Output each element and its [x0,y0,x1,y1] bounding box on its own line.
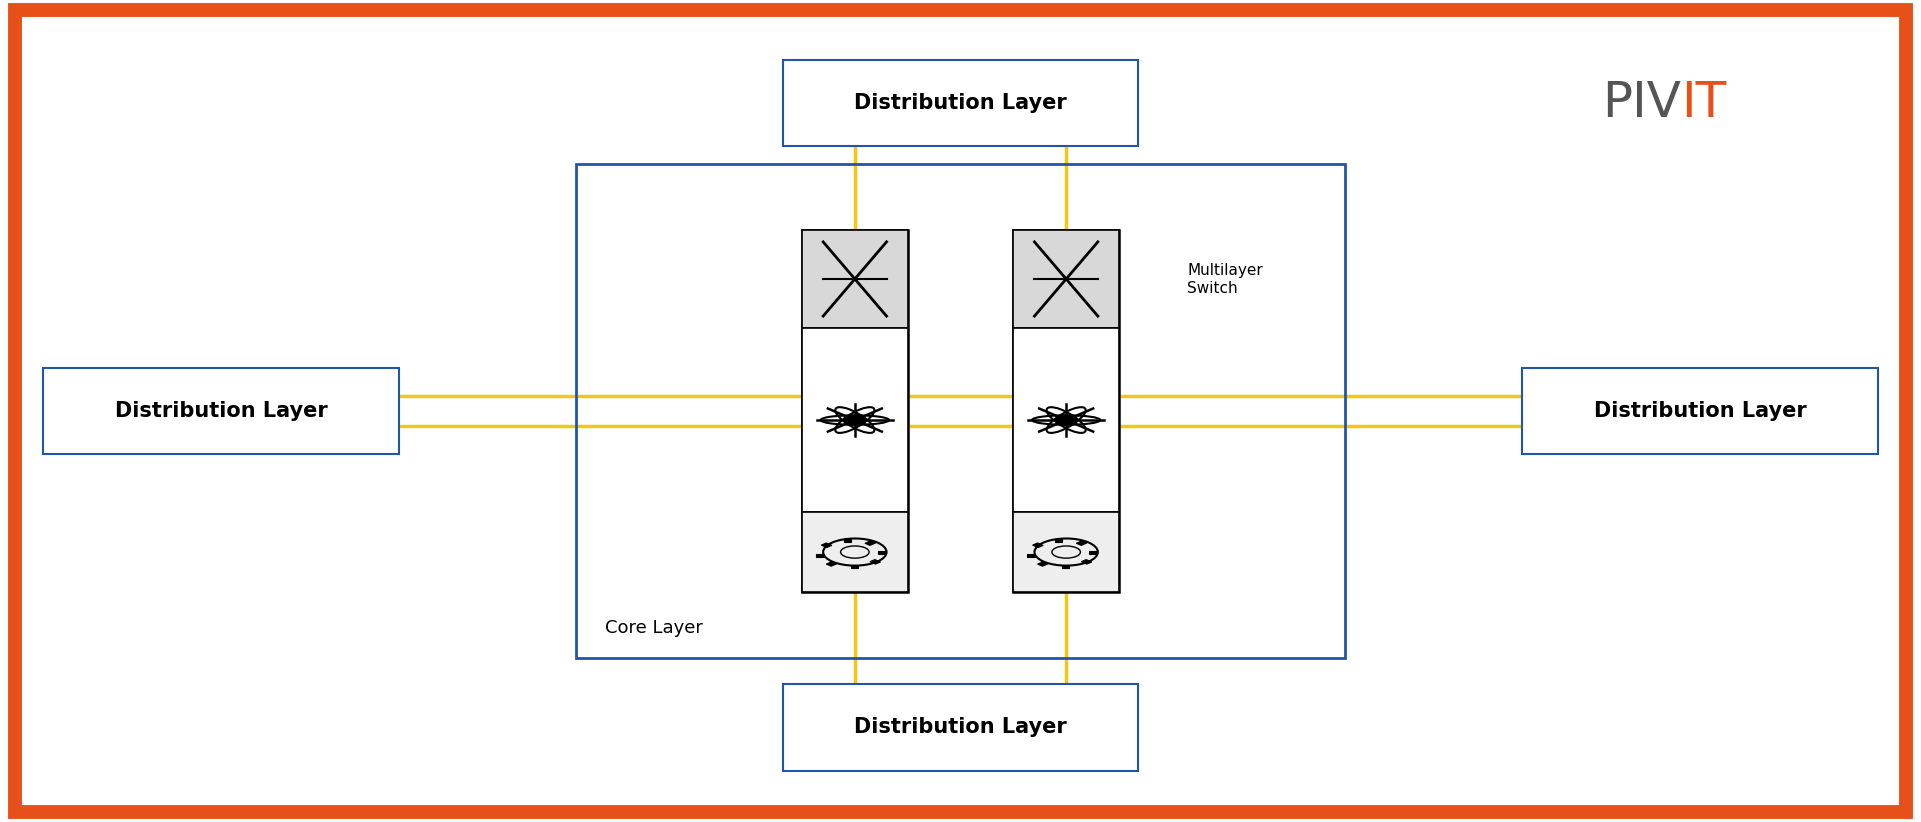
Bar [1055,538,1062,542]
Bar [1014,328,1120,512]
Bar [864,541,876,545]
Bar [870,560,880,564]
Bar [1014,230,1120,328]
FancyBboxPatch shape [1521,368,1879,454]
Bar [878,551,886,553]
Text: Distribution Layer: Distribution Layer [1594,401,1806,421]
Bar [822,543,832,547]
FancyBboxPatch shape [1014,230,1120,592]
Bar [1033,543,1043,547]
Bar [826,561,838,566]
Circle shape [843,415,866,425]
Text: Distribution Layer: Distribution Layer [115,401,327,421]
Text: Distribution Layer: Distribution Layer [855,93,1066,113]
Bar [1062,565,1070,569]
Bar [851,565,859,569]
Bar [843,538,851,542]
Bar [1089,551,1097,553]
Text: Multilayer
Switch: Multilayer Switch [1187,263,1262,296]
Circle shape [1055,415,1078,425]
Bar [816,553,824,556]
FancyBboxPatch shape [44,368,400,454]
Text: IT: IT [1681,79,1727,127]
Bar [1082,560,1091,564]
Bar [1037,561,1049,566]
Bar [803,230,907,328]
Text: Core Layer: Core Layer [605,619,703,637]
Text: Distribution Layer: Distribution Layer [855,718,1066,737]
FancyBboxPatch shape [784,60,1137,146]
Bar [1014,512,1120,592]
Bar [1028,553,1035,556]
Bar [1076,541,1087,545]
FancyBboxPatch shape [803,230,907,592]
Text: PIV: PIV [1602,79,1681,127]
Bar [803,512,907,592]
Bar [803,328,907,512]
FancyBboxPatch shape [784,684,1137,771]
